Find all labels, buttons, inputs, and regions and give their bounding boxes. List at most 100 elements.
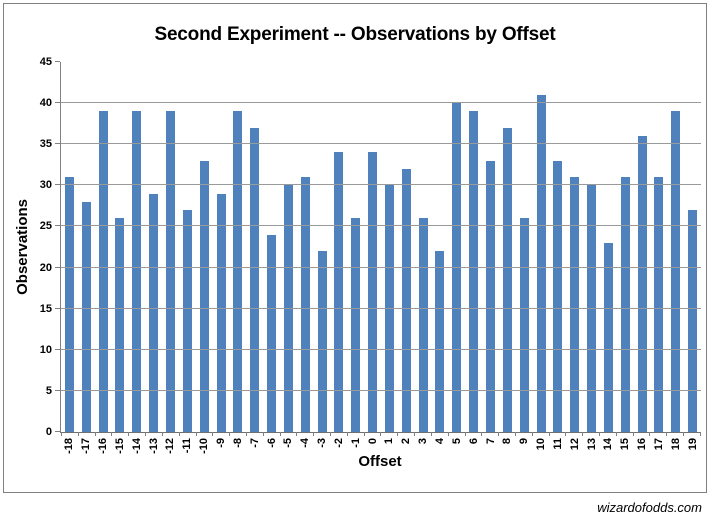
x-tick-label: 14 [602,438,615,451]
bar-slot [600,62,617,432]
x-axis-tick [398,432,416,436]
x-axis-tick [617,432,634,436]
x-axis-tick [533,432,550,436]
chart-title: Second Experiment -- Observations by Off… [154,24,556,45]
x-tick-label: 9 [518,438,531,445]
y-tick-label: 15 [39,302,52,315]
x-tick-label: 2 [400,438,413,445]
x-label-cell: -2 [331,438,348,448]
x-tick-label: 12 [568,438,581,451]
bar-offset-11 [553,160,563,432]
x-axis-tick [365,432,382,436]
bar-offset--12 [165,111,175,432]
x-label-cell: 16 [634,438,651,450]
y-tick-label: 10 [39,343,52,356]
x-axis-tick [96,432,113,436]
bar-offset-18 [671,111,681,432]
bar-slot [448,62,465,432]
x-label-cell: 17 [651,438,668,450]
x-label-cell: -15 [112,438,129,454]
x-label-cell: -3 [314,438,331,448]
bar-slot [162,62,179,432]
bar-slot [263,62,280,432]
bar-slot [95,62,112,432]
y-axis-tick [55,225,60,227]
x-axis-tick [550,432,567,436]
bar-slot [549,62,566,432]
bar-offset--5 [283,185,293,432]
bar-slot [482,62,499,432]
x-label-cell: -14 [128,438,145,454]
bar-offset-9 [519,218,529,432]
y-axis-tick [55,431,60,432]
x-axis-tick [264,432,281,436]
x-label-cell: -7 [246,438,263,448]
watermark: wizardofodds.com [597,500,702,515]
y-axis-title-text: Observations [13,199,31,295]
x-label-cell: 10 [533,438,550,450]
x-tick-label: 17 [652,438,665,451]
gridline [61,307,701,309]
x-label-cell: -12 [162,438,179,454]
y-tick-label: 20 [39,261,52,274]
bar-offset-14 [603,242,613,432]
x-tick-label: 19 [686,438,699,451]
x-axis-tick [650,432,668,436]
x-label-cell: -4 [297,438,314,448]
x-label-cell: -16 [95,438,112,454]
x-tick-label: 1 [383,438,396,445]
x-label-cell: 8 [499,438,516,444]
x-axis-tick [180,432,197,436]
y-axis-tick [55,143,60,145]
x-axis-tick [432,432,449,436]
bar-offset--10 [199,160,209,432]
bar-slot [112,62,129,432]
bar-slot [465,62,482,432]
x-axis-tick [230,432,247,436]
bar-slot [651,62,668,432]
x-axis-tick [482,432,500,436]
x-tick-label: 13 [585,438,598,451]
bar-offset-7 [486,160,496,432]
x-tick-label: -16 [97,438,110,454]
x-axis-tick [381,432,399,436]
bar-slot [432,62,449,432]
x-tick-label: -9 [215,438,228,448]
bar-offset-4 [435,251,445,432]
bar-offset--3 [317,251,327,432]
bar-offset--2 [334,152,344,432]
x-tick-label: 10 [535,438,548,451]
x-label-cell: -6 [263,438,280,448]
bar-slot [229,62,246,432]
x-label-cell: 18 [667,438,684,450]
y-tick-label: 35 [39,138,52,151]
x-label-cell: -5 [280,438,297,448]
x-axis-tick [667,432,685,436]
bar-slot [583,62,600,432]
bar-offset--15 [115,218,125,432]
bar-offset-12 [570,177,580,432]
x-label-cell: 6 [465,438,482,444]
bar-slot [533,62,550,432]
bar-slot [499,62,516,432]
bar-slot [297,62,314,432]
x-label-cell: 5 [448,438,465,444]
x-label-cell: 14 [600,438,617,450]
bar-slot [364,62,381,432]
bar-offset--8 [233,111,243,432]
bar-slot [347,62,364,432]
x-axis-tick [129,432,147,436]
bar-slot [179,62,196,432]
x-label-cell: 4 [432,438,449,444]
x-label-cell: 2 [398,438,415,444]
bar-slot [78,62,95,432]
x-tick-label: 11 [551,438,564,450]
y-axis-tick [55,102,60,104]
bar-slot [667,62,684,432]
gridline [61,184,701,186]
x-tick-label: 0 [366,438,379,445]
x-axis-tick [112,432,130,436]
gridline [61,102,701,104]
x-tick-label: -15 [113,438,126,454]
